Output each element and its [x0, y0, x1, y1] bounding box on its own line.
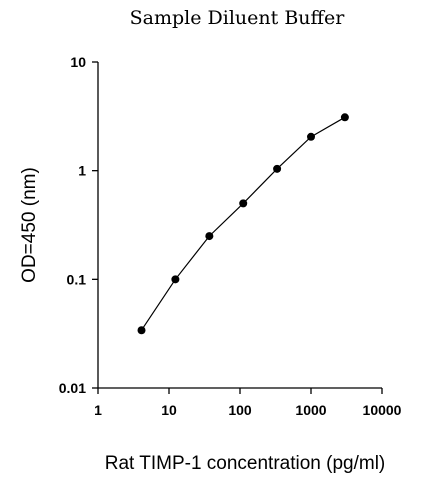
- y-tick-label: 1: [78, 163, 86, 179]
- data-point: [205, 232, 214, 241]
- x-tick-label: 100: [228, 402, 252, 418]
- y-axis-label: OD=450 (nm): [19, 167, 40, 283]
- axes-frame: [97, 62, 382, 389]
- y-tick-label: 0.1: [67, 271, 87, 287]
- plot-area: [97, 62, 382, 389]
- x-tick-label: 1000: [295, 402, 326, 418]
- chart-title: Sample Diluent Buffer: [130, 7, 346, 29]
- x-tick-label: 10: [161, 402, 177, 418]
- x-axis: 1 10 100 1000 10000: [94, 388, 402, 418]
- series: [137, 113, 349, 335]
- data-point: [273, 164, 282, 173]
- x-axis-label: Rat TIMP-1 concentration (pg/ml): [105, 453, 386, 474]
- data-point: [307, 132, 315, 141]
- x-tick-label: 1: [94, 402, 102, 418]
- data-point: [137, 326, 146, 335]
- x-tick-label: 10000: [363, 402, 402, 418]
- data-point: [340, 113, 349, 122]
- y-tick-label: 10: [70, 54, 86, 70]
- y-tick-label: 0.01: [59, 380, 86, 396]
- y-axis: 0.01 0.1 1 10: [59, 54, 98, 396]
- data-point: [171, 275, 180, 284]
- data-point: [239, 199, 248, 208]
- series-line: [141, 116, 346, 331]
